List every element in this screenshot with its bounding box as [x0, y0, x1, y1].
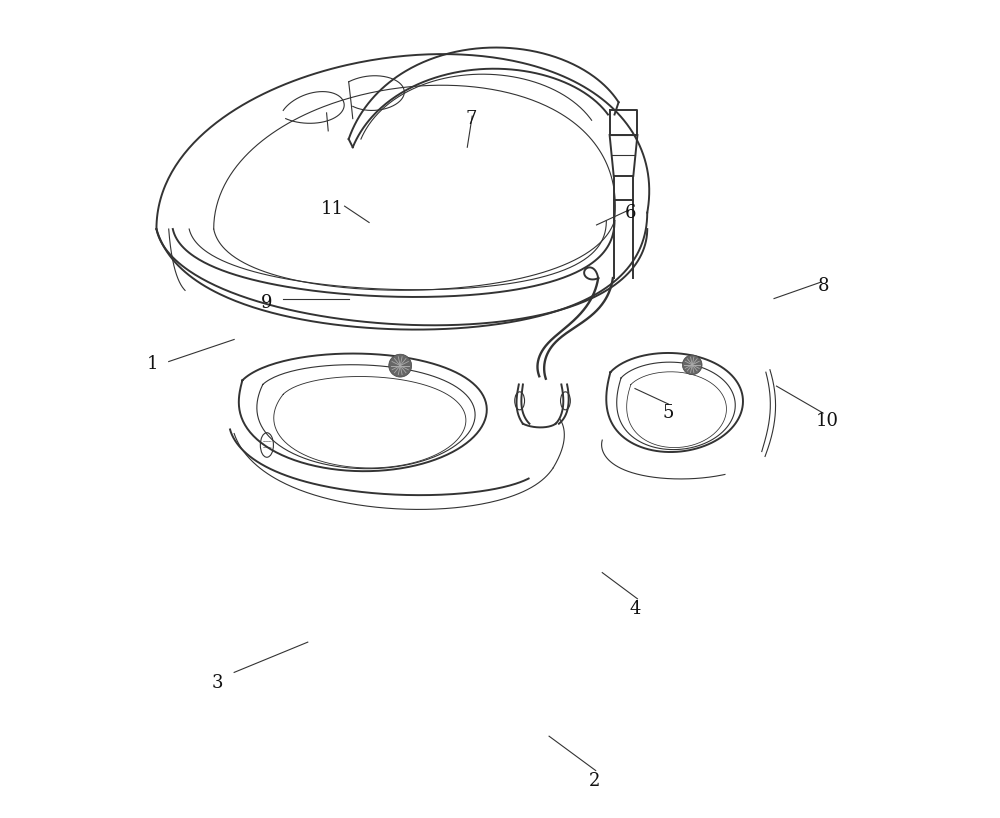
Text: 10: 10: [816, 412, 839, 430]
Text: 8: 8: [817, 277, 829, 295]
Text: 9: 9: [261, 294, 273, 312]
Text: 1: 1: [147, 355, 158, 373]
Circle shape: [682, 355, 702, 375]
Text: 3: 3: [212, 674, 224, 692]
Text: 2: 2: [588, 772, 600, 790]
Circle shape: [389, 354, 412, 377]
Text: 4: 4: [629, 600, 641, 618]
Text: 5: 5: [662, 404, 673, 422]
Text: 11: 11: [321, 200, 344, 218]
Text: 7: 7: [466, 110, 477, 128]
Text: 6: 6: [625, 204, 637, 222]
